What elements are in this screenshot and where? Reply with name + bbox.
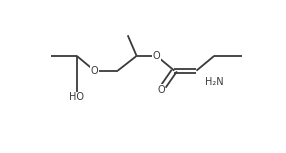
Text: O: O [91,66,98,76]
Text: HO: HO [69,92,84,102]
Text: O: O [153,51,160,61]
Text: O: O [157,85,165,95]
Text: H₂N: H₂N [205,77,223,87]
